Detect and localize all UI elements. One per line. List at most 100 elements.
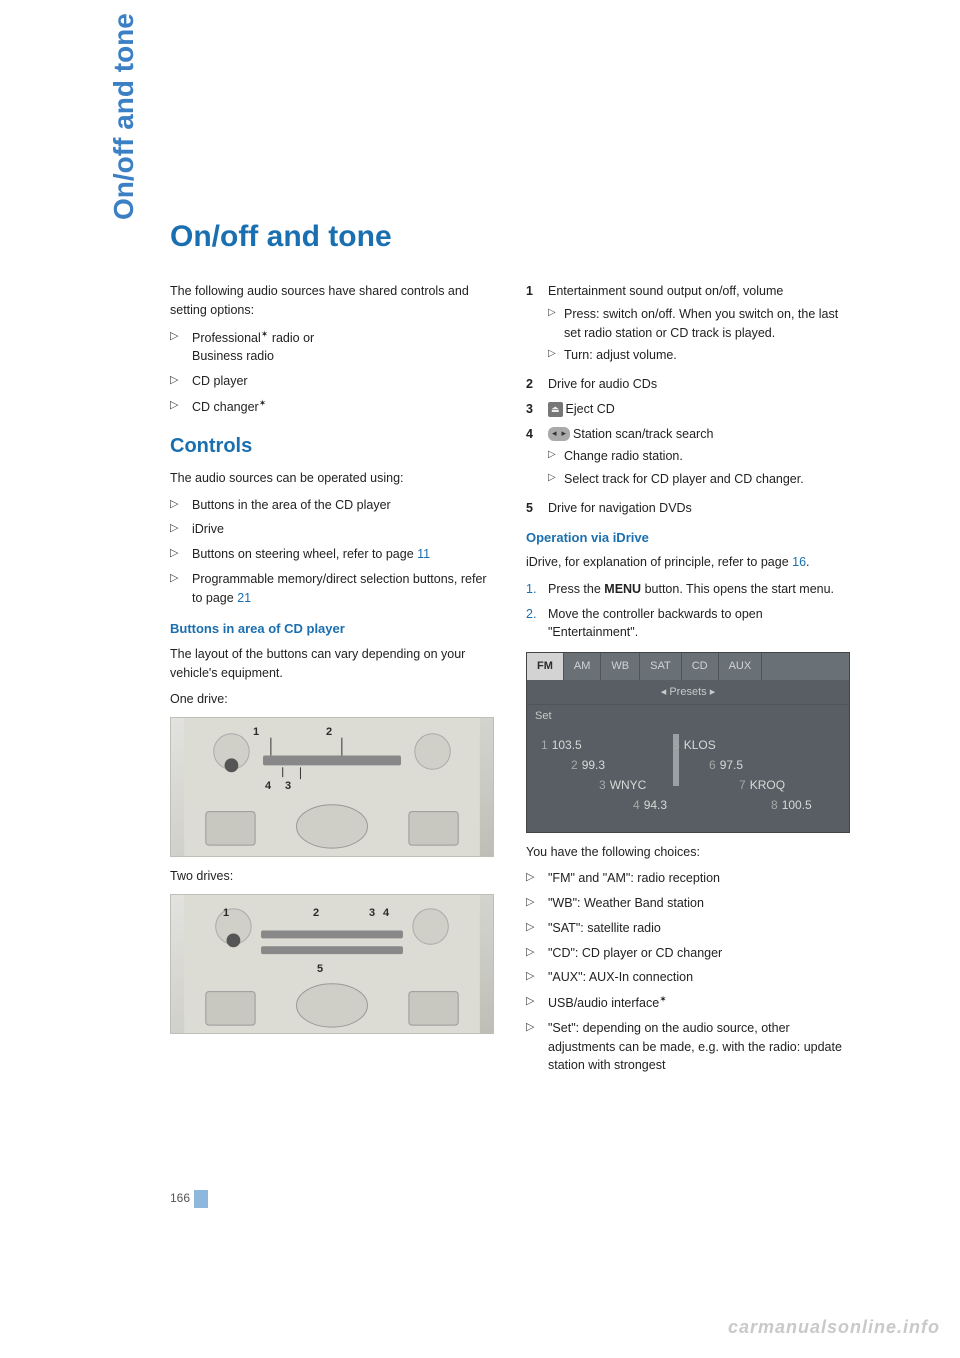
figure-label: 4 [265, 778, 271, 795]
presets-row[interactable]: ◂ Presets ▸ [527, 680, 849, 706]
page-link[interactable]: 16 [792, 555, 806, 569]
list-item: Programmable memory/direct selection but… [170, 570, 494, 608]
page-footer: 166 [170, 1190, 850, 1208]
controls-header: Controls [170, 431, 494, 461]
tab-am[interactable]: AM [564, 653, 602, 680]
figure-label: 3 [369, 905, 375, 922]
numbered-item: 4 ◂ ▸Station scan/track search Change ra… [526, 425, 850, 493]
station-preset[interactable]: 5KLOS [673, 736, 716, 754]
text: . [806, 555, 809, 569]
numbered-item: 3 ⏏Eject CD [526, 400, 850, 419]
list-item: "WB": Weather Band station [526, 894, 850, 913]
text: button. This opens the start menu. [641, 582, 834, 596]
step-number: 2. [526, 605, 536, 624]
menu-button-label: MENU [604, 582, 641, 596]
one-drive-label: One drive: [170, 690, 494, 709]
audio-sources-list: Professional✶ radio orBusiness radio CD … [170, 328, 494, 417]
list-item: "SAT": satellite radio [526, 919, 850, 938]
two-drives-label: Two drives: [170, 867, 494, 886]
buttons-header: Buttons in area of CD player [170, 619, 494, 639]
figure-label: 1 [223, 905, 229, 922]
intro-para: The following audio sources have shared … [170, 282, 494, 320]
item-number: 1 [526, 282, 548, 369]
sub-item: Press: switch on/off. When you switch on… [548, 305, 850, 343]
screen-tabs: FM AM WB SAT CD AUX [527, 653, 849, 680]
tab-fm[interactable]: FM [527, 653, 564, 680]
item-text: Drive for audio CDs [548, 375, 850, 394]
list-item: "AUX": AUX-In connection [526, 968, 850, 987]
figure-one-drive: 1 2 4 3 [170, 717, 494, 857]
page-number: 166 [170, 1191, 190, 1205]
left-column: The following audio sources have shared … [170, 282, 494, 1087]
set-row[interactable]: Set [527, 705, 849, 728]
page-link[interactable]: 21 [237, 591, 251, 605]
numbered-item: 1 Entertainment sound output on/off, vol… [526, 282, 850, 369]
page-marker [194, 1190, 208, 1208]
choices-intro: You have the following choices: [526, 843, 850, 862]
station-preset[interactable]: 8100.5 [771, 796, 812, 814]
steps-list: 1. Press the MENU button. This opens the… [526, 580, 850, 642]
tab-cd[interactable]: CD [682, 653, 719, 680]
star-icon: ✶ [261, 329, 269, 339]
right-column: 1 Entertainment sound output on/off, vol… [526, 282, 850, 1087]
item-text: Eject CD [566, 402, 615, 416]
sub-item: Change radio station. [548, 447, 850, 466]
station-preset[interactable]: 697.5 [709, 756, 743, 774]
watermark: carmanualsonline.info [728, 1317, 940, 1338]
figure-label: 5 [317, 961, 323, 978]
item-number: 5 [526, 499, 548, 518]
station-preset[interactable]: 299.3 [571, 756, 605, 774]
star-icon: ✶ [659, 994, 667, 1004]
figure-two-drives: 1 2 3 4 5 [170, 894, 494, 1034]
step-number: 1. [526, 580, 536, 599]
text: Press the [548, 582, 604, 596]
page-content: On/off and tone The following audio sour… [170, 220, 850, 1087]
numbered-list: 1 Entertainment sound output on/off, vol… [526, 282, 850, 518]
step-item: 2. Move the controller backwards to open… [526, 605, 850, 643]
station-preset[interactable]: 3WNYC [599, 776, 646, 794]
tab-wb[interactable]: WB [601, 653, 640, 680]
tab-sat[interactable]: SAT [640, 653, 682, 680]
station-preset[interactable]: 7KROQ [739, 776, 785, 794]
figure-label: 1 [253, 724, 259, 741]
list-item: "FM" and "AM": radio reception [526, 869, 850, 888]
operation-header: Operation via iDrive [526, 528, 850, 548]
stations-area: 1103.5 5KLOS 299.3 697.5 3WNYC 7KROQ 494.3 8100… [533, 730, 843, 826]
figure-label: 2 [313, 905, 319, 922]
list-item: Buttons in the area of the CD player [170, 496, 494, 515]
list-item: iDrive [170, 520, 494, 539]
choices-list: "FM" and "AM": radio reception "WB": Wea… [526, 869, 850, 1075]
numbered-item: 5 Drive for navigation DVDs [526, 499, 850, 518]
item-text: Station scan/track search [573, 427, 713, 441]
star-icon: ✶ [259, 398, 267, 408]
figure-label: 4 [383, 905, 389, 922]
station-preset[interactable]: 494.3 [633, 796, 667, 814]
text: Move the controller backwards to open "E… [548, 607, 763, 640]
item-number: 2 [526, 375, 548, 394]
controls-intro: The audio sources can be operated using: [170, 469, 494, 488]
idrive-screen: FM AM WB SAT CD AUX ◂ Presets ▸ Set 1103… [526, 652, 850, 833]
controls-list: Buttons in the area of the CD player iDr… [170, 496, 494, 608]
buttons-intro: The layout of the buttons can vary depen… [170, 645, 494, 683]
list-item: "CD": CD player or CD changer [526, 944, 850, 963]
page-title: On/off and tone [170, 220, 850, 254]
scan-icon: ◂ ▸ [548, 427, 570, 441]
sub-item: Select track for CD player and CD change… [548, 470, 850, 489]
sub-item: Turn: adjust volume. [548, 346, 850, 365]
tab-aux[interactable]: AUX [719, 653, 763, 680]
item-text: Entertainment sound output on/off, volum… [548, 284, 783, 298]
numbered-item: 2 Drive for audio CDs [526, 375, 850, 394]
list-item: CD player [170, 372, 494, 391]
list-item: CD changer✶ [170, 397, 494, 417]
list-item: Buttons on steering wheel, refer to page… [170, 545, 494, 564]
list-item: Professional✶ radio orBusiness radio [170, 328, 494, 367]
page-link[interactable]: 11 [417, 547, 430, 561]
list-item: "Set": depending on the audio source, ot… [526, 1019, 850, 1075]
step-item: 1. Press the MENU button. This opens the… [526, 580, 850, 599]
station-preset[interactable]: 1103.5 [541, 736, 582, 754]
item-number: 4 [526, 425, 548, 493]
text: iDrive, for explanation of principle, re… [526, 555, 792, 569]
item-number: 3 [526, 400, 548, 419]
dashboard-illustration [171, 895, 493, 1033]
list-item: USB/audio interface✶ [526, 993, 850, 1013]
